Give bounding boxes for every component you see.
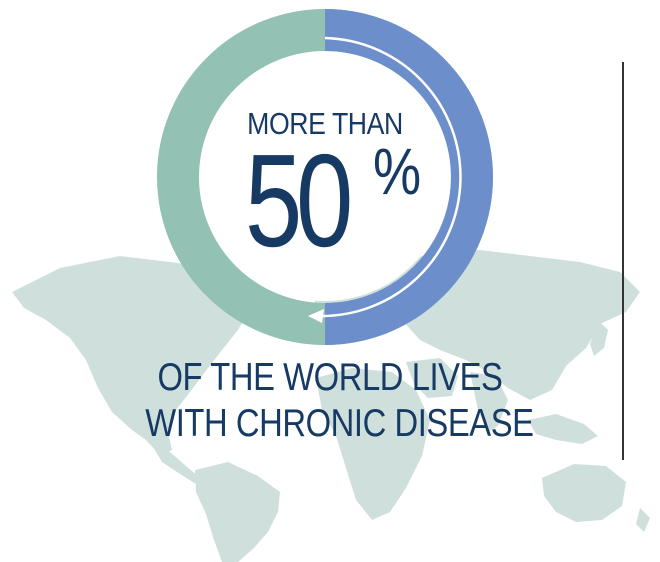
map-australia bbox=[542, 464, 626, 522]
map-central-america bbox=[150, 442, 200, 484]
headline-percent-sign: % bbox=[373, 134, 422, 208]
map-south-america bbox=[195, 462, 280, 562]
caption-line-2: WITH CHRONIC DISEASE bbox=[145, 402, 534, 445]
headline-number: 50 bbox=[245, 127, 353, 274]
map-southeast-asia bbox=[528, 414, 598, 444]
vertical-divider bbox=[622, 62, 624, 460]
map-india bbox=[470, 372, 508, 432]
headline: MORE THAN 50 % bbox=[205, 106, 445, 267]
caption: OF THE WORLD LIVES WITH CHRONIC DISEASE bbox=[110, 355, 550, 447]
map-new-zealand bbox=[636, 508, 650, 532]
map-africa bbox=[316, 368, 430, 520]
ring-arrow-head-icon bbox=[308, 309, 324, 323]
caption-line-1: OF THE WORLD LIVES bbox=[157, 356, 503, 399]
ring-center bbox=[201, 53, 449, 301]
map-japan bbox=[590, 320, 608, 356]
map-middle-east bbox=[406, 358, 458, 398]
headline-percentage: 50 % bbox=[245, 127, 435, 274]
headline-prefix: MORE THAN bbox=[247, 106, 403, 141]
map-north-america bbox=[12, 256, 250, 455]
ring-blue-segment bbox=[324, 9, 493, 345]
ring-arrow-line bbox=[317, 36, 462, 318]
